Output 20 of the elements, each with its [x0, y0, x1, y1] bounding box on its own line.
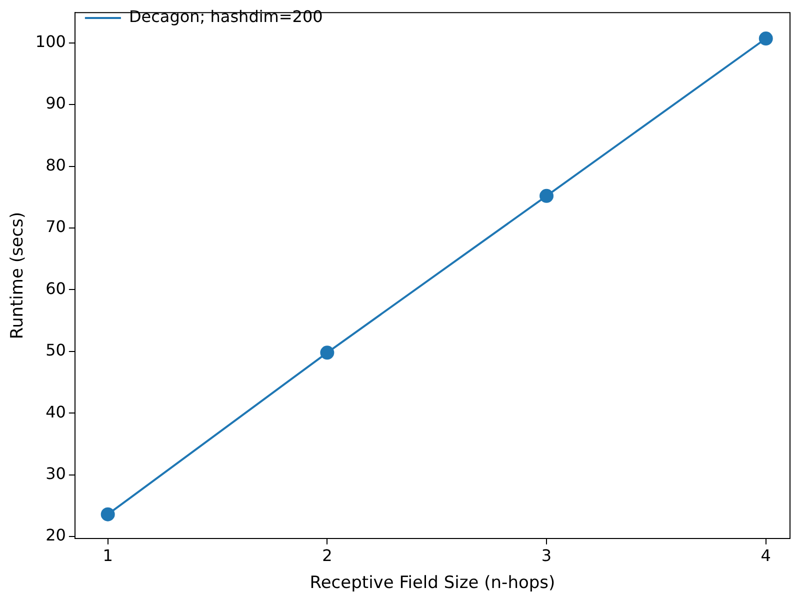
point — [100, 507, 115, 522]
y-tick-label: 20 — [46, 526, 66, 545]
y-tick-label: 40 — [46, 402, 66, 422]
y-axis-title: Runtime (secs) — [8, 212, 28, 340]
point — [758, 32, 773, 46]
y-tick-label: 90 — [46, 94, 66, 113]
y-tick-label: 100 — [35, 32, 66, 51]
x-tick-label: 4 — [760, 546, 771, 566]
x-axis-title: Receptive Field Size (n-hops) — [310, 573, 556, 594]
y-tick-label: 60 — [46, 278, 66, 298]
y-tick-label: 80 — [46, 155, 66, 174]
x-tick-label: 1 — [102, 546, 113, 566]
y-tick-label: 50 — [46, 340, 66, 360]
y-tick-label: 70 — [46, 217, 66, 236]
point — [540, 188, 554, 203]
point — [320, 346, 334, 360]
y-tick-label: 30 — [46, 464, 66, 483]
x-tick-label: 2 — [322, 546, 332, 566]
x-tick-label: 3 — [541, 546, 552, 566]
legend-label: Decagon; hashdim=200 — [128, 7, 323, 26]
